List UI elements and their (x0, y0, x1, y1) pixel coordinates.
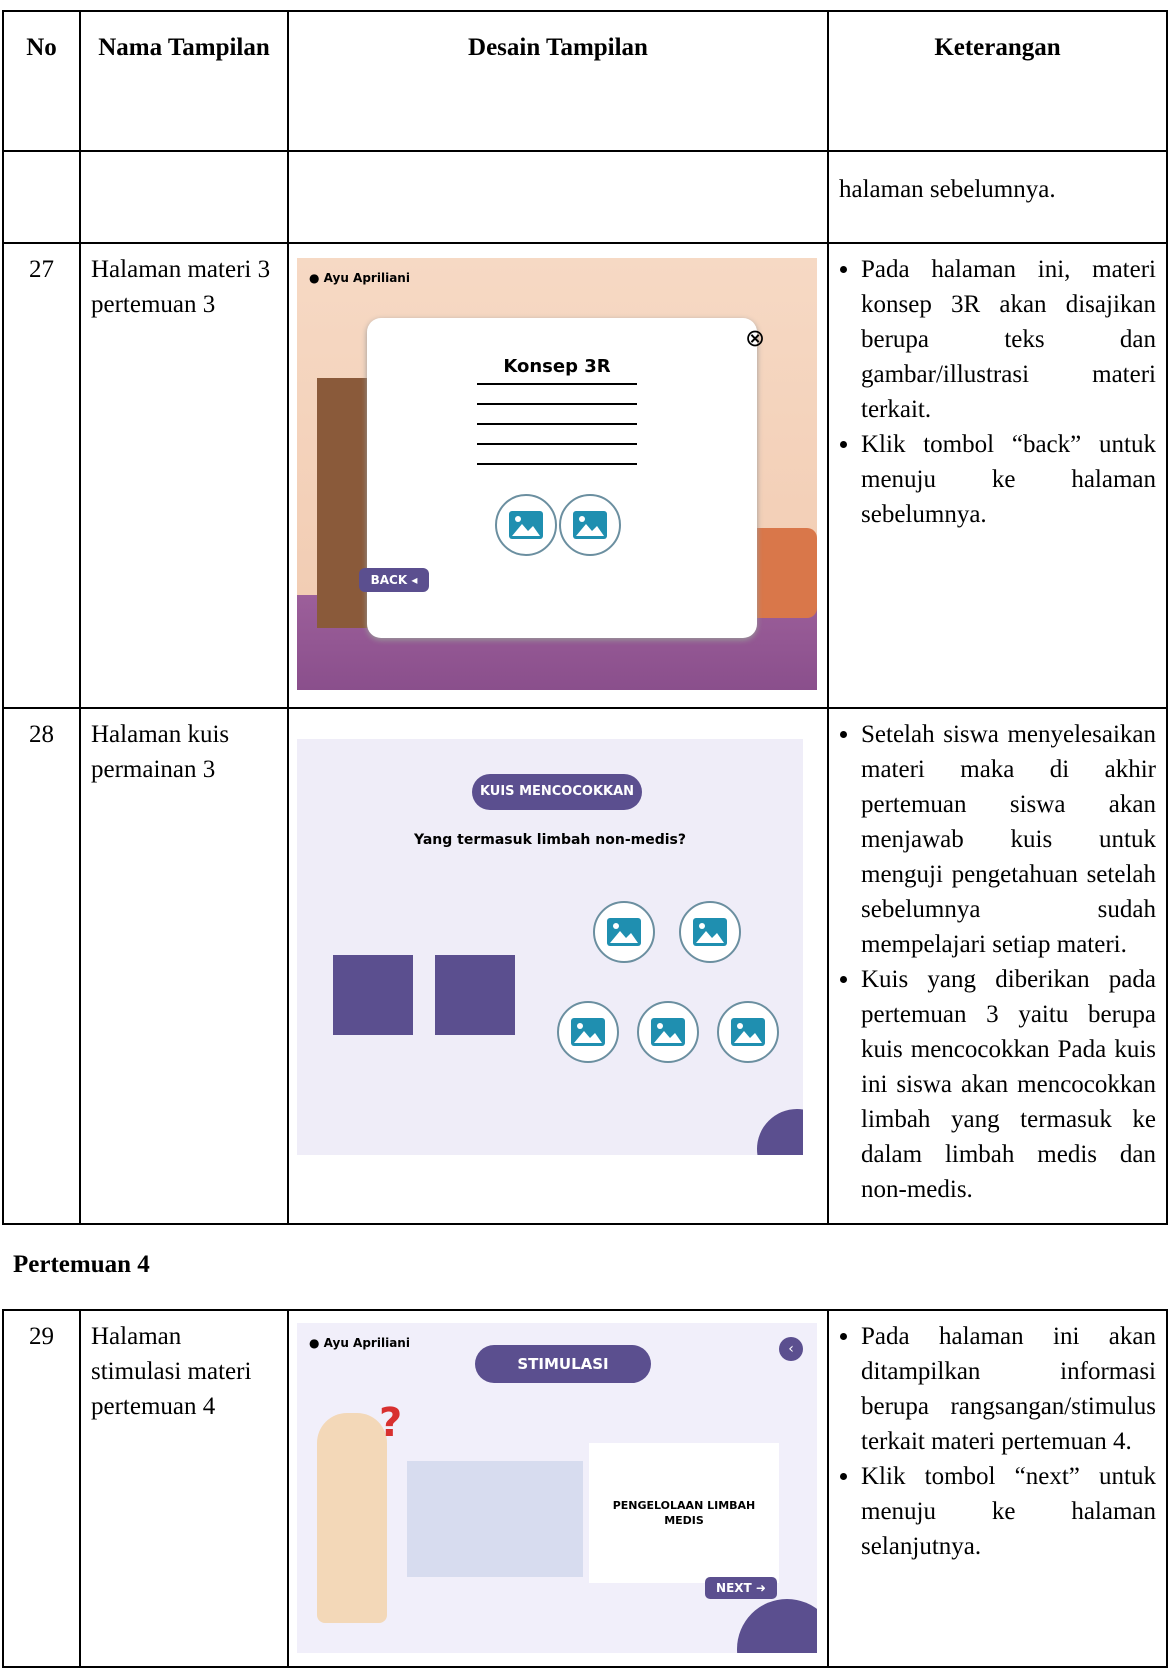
row: 27 Halaman materi 3 pertemuan 3 ● Ayu Ap… (2, 242, 1168, 709)
answer-box (333, 955, 413, 1035)
screen-mockup: ● Ayu Apriliani Konsep 3R ⊗ BACK ◂ (297, 258, 817, 690)
description-cell: Pada halaman ini, materi konsep 3R akan … (827, 242, 1168, 709)
image-icon (607, 918, 641, 946)
button-text: BACK (370, 573, 408, 587)
card-title: Konsep 3R (503, 356, 611, 377)
back-button[interactable]: BACK ◂ (359, 568, 429, 592)
question-mark: ? (379, 1400, 403, 1446)
decoration (737, 1599, 817, 1653)
image-placeholder (717, 1001, 779, 1063)
image-icon (571, 1018, 605, 1046)
description: Pada halaman ini akan ditampilkan inform… (861, 1319, 1156, 1459)
user-name: ● Ayu Apriliani (309, 1336, 410, 1350)
description-cell: Pada halaman ini akan ditampilkan inform… (827, 1309, 1168, 1668)
design-cell: KUIS MENCOCOKKAN Yang termasuk limbah no… (287, 707, 829, 1225)
next-button[interactable]: NEXT ➜ (705, 1577, 777, 1599)
description: halaman sebelumnya. (827, 150, 1168, 244)
header-cell: Nama Tampilan (79, 10, 289, 152)
description: Klik tombol “next” untuk menuju ke halam… (861, 1459, 1156, 1564)
quiz-title: KUIS MENCOCOKKAN (472, 774, 642, 810)
close-icon: ⊗ (745, 324, 766, 352)
image-placeholder (679, 901, 741, 963)
image-placeholder (593, 901, 655, 963)
row: 29 Halaman stimulasi materi pertemuan 4 … (2, 1309, 1168, 1668)
info-box: PENGELOLAAN LIMBAH MEDIS (589, 1443, 779, 1583)
image-placeholder (557, 1001, 619, 1063)
user-text: Ayu Apriliani (323, 271, 410, 285)
section-row: Pertemuan 4 (3, 1223, 1167, 1311)
screen-mockup: ● Ayu Apriliani STIMULASI ‹ ? PENGELOLAA… (297, 1323, 817, 1653)
row-number: 27 (2, 242, 81, 709)
row-number: 29 (2, 1309, 81, 1668)
screen-name: Halaman kuis permainan 3 (79, 707, 289, 1225)
description: Pada halaman ini, materi konsep 3R akan … (861, 252, 1156, 427)
header-cell: Keterangan (827, 10, 1168, 152)
photo (407, 1461, 583, 1577)
screen-name: Halaman stimulasi materi pertemuan 4 (79, 1309, 289, 1668)
description: Setelah siswa menyelesaikan materi maka … (861, 717, 1156, 962)
image-placeholder (637, 1001, 699, 1063)
design-cell: ● Ayu Apriliani Konsep 3R ⊗ BACK ◂ (287, 242, 829, 709)
user-text: Ayu Apriliani (323, 1336, 410, 1350)
image-placeholder (559, 494, 621, 556)
description: Klik tombol “back” untuk menuju ke halam… (861, 427, 1156, 532)
image-icon (509, 511, 543, 539)
answer-box (435, 955, 515, 1035)
row-number: 28 (2, 707, 81, 1225)
nurse-illustration (317, 1413, 387, 1623)
card (367, 318, 757, 638)
section-title: Pertemuan 4 (3, 1223, 1167, 1311)
design-cell: ● Ayu Apriliani STIMULASI ‹ ? PENGELOLAA… (287, 1309, 829, 1668)
screen-mockup: KUIS MENCOCOKKAN Yang termasuk limbah no… (297, 739, 803, 1155)
row: halaman sebelumnya. (2, 150, 1168, 244)
row: 28 Halaman kuis permainan 3 KUIS MENCOCO… (2, 707, 1168, 1225)
header-row: No Nama Tampilan Desain Tampilan Keteran… (2, 10, 1168, 152)
button-text: NEXT (716, 1581, 752, 1595)
screen-name: Halaman materi 3 pertemuan 3 (79, 242, 289, 709)
header-cell: Desain Tampilan (287, 10, 829, 152)
decoration (757, 1109, 803, 1155)
image-icon (731, 1018, 765, 1046)
user-name: ● Ayu Apriliani (309, 271, 410, 285)
image-icon (573, 511, 607, 539)
stimulation-title: STIMULASI (475, 1345, 651, 1383)
image-icon (651, 1018, 685, 1046)
header-cell: No (2, 10, 81, 152)
back-icon[interactable]: ‹ (779, 1337, 803, 1361)
description-cell: Setelah siswa menyelesaikan materi maka … (827, 707, 1168, 1225)
image-placeholder (495, 494, 557, 556)
text-lines (477, 383, 637, 385)
image-icon (693, 918, 727, 946)
design-table: No Nama Tampilan Desain Tampilan Keteran… (2, 10, 1168, 1668)
question: Yang termasuk limbah non-medis? (414, 832, 686, 848)
description: Kuis yang diberikan pada pertemuan 3 yai… (861, 962, 1156, 1207)
